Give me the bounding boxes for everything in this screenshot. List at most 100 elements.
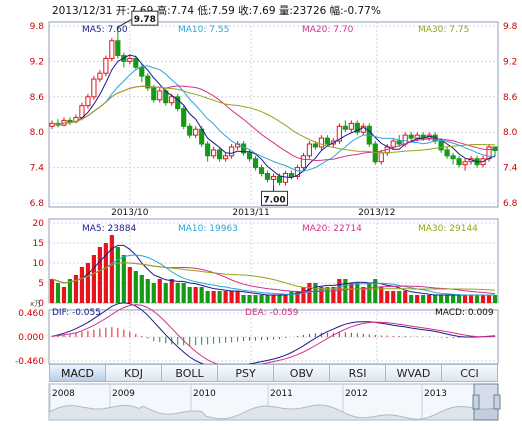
candle-body [378, 152, 384, 163]
candle-body [205, 143, 211, 157]
candle-body [151, 87, 157, 101]
max-marker-box [131, 10, 159, 26]
candle-body [169, 96, 175, 104]
tab-wvad[interactable]: WVAD [385, 364, 441, 382]
volume-bar [121, 255, 126, 303]
candle-body [133, 57, 139, 68]
price-axis-label-right: 7.4 [503, 164, 518, 174]
candle-body [228, 146, 235, 157]
price-axis-label-left: 8.0 [30, 128, 45, 138]
volume-bar [373, 279, 378, 303]
volume-bar [367, 283, 372, 303]
volume-bar [211, 291, 216, 303]
tab-boll[interactable]: BOLL [161, 364, 217, 382]
volume-bar [295, 291, 300, 303]
volume-bar [217, 291, 222, 303]
volume-bar [85, 263, 91, 303]
macd-value-legend: MACD: 0.009 [435, 308, 494, 318]
volume-bar [139, 275, 144, 303]
volume-bar [313, 283, 318, 303]
date-label: 2013/10 [111, 208, 149, 218]
volume-bar [456, 295, 462, 303]
candle-body [79, 105, 85, 118]
volume-bar [343, 279, 348, 303]
volume-bar [193, 287, 198, 303]
volume-bar [223, 291, 228, 303]
candle-body [187, 125, 193, 136]
volume-axis-label: 15 [33, 239, 44, 249]
volume-bar [415, 295, 420, 303]
candle-body [462, 161, 468, 166]
candle-body [306, 143, 313, 157]
volume-bar [151, 283, 156, 303]
tab-macd[interactable]: MACD [49, 364, 105, 382]
volume-bar [361, 287, 366, 303]
volume-ma-line [51, 262, 496, 291]
timeline-handle-left [472, 394, 480, 410]
volume-bar [67, 279, 73, 303]
tab-kdj[interactable]: KDJ [105, 364, 161, 382]
candle-body [223, 155, 229, 160]
price-axis-label-right: 9.8 [503, 22, 518, 32]
timeline-year: 2008 [52, 389, 75, 399]
volume-bar [349, 283, 354, 303]
volume-bar [103, 243, 108, 303]
min-marker-label: 7.00 [263, 195, 285, 205]
volume-bar [409, 295, 414, 303]
candle-body [115, 40, 121, 56]
volume-bar [289, 291, 294, 303]
volume-bar [319, 287, 324, 303]
volume-bar [133, 271, 138, 303]
candle-body [450, 155, 456, 160]
candle-body [85, 96, 91, 107]
volume-bar [480, 295, 486, 303]
max-marker-line [117, 18, 133, 28]
volume-bar [355, 283, 360, 303]
volume-bar [474, 295, 480, 303]
volume-bar [265, 295, 270, 303]
volume-bar [331, 287, 336, 303]
volume-bar [421, 295, 426, 303]
price-axis-label-left: 7.4 [30, 164, 45, 174]
timeline-year: 2012 [345, 389, 368, 399]
volume-bar [337, 279, 342, 303]
volume-bar [492, 295, 498, 303]
volume-unit: x万 [30, 300, 41, 308]
candle-body [127, 57, 133, 62]
tab-psy[interactable]: PSY [217, 364, 273, 382]
candle-body [456, 158, 462, 166]
volume-axis-label: 10 [33, 259, 45, 269]
volume-bar [486, 295, 492, 303]
candle-body [390, 140, 396, 148]
volume-bar [127, 267, 132, 303]
volume-bar [307, 283, 312, 303]
timeline-year: 2013 [424, 389, 447, 399]
volume-ma-line [51, 254, 495, 296]
candle-body [294, 167, 301, 177]
volume-bar [462, 295, 468, 303]
volume-ma-legend: MA10: 19963 [178, 224, 238, 234]
timeline-handle-right [493, 394, 501, 410]
date-label: 2013/11 [232, 208, 269, 218]
price-ma-legend: MA10: 7.55 [178, 25, 229, 35]
volume-bar [325, 287, 330, 303]
macd-axis-label: 0.000 [18, 333, 44, 343]
volume-bar [451, 295, 456, 303]
price-ma-line [51, 54, 496, 179]
price-axis-label-left: 9.2 [30, 57, 44, 67]
candle-body [217, 149, 223, 160]
volume-ma-legend: MA20: 22714 [302, 224, 362, 234]
volume-bar [73, 275, 79, 303]
tab-cci[interactable]: CCI [441, 364, 498, 382]
tab-rsi[interactable]: RSI [329, 364, 385, 382]
timeline-year: 2009 [112, 389, 135, 399]
tab-obv[interactable]: OBV [273, 364, 329, 382]
candle-body [408, 134, 414, 139]
volume-bar [145, 279, 150, 303]
candle-body [264, 173, 271, 180]
price-ma-legend: MA30: 7.75 [418, 25, 469, 35]
macd-dea-line [51, 304, 496, 368]
price-axis-label-left: 8.6 [30, 93, 45, 103]
volume-bar [163, 283, 168, 303]
volume-bar [169, 279, 174, 303]
